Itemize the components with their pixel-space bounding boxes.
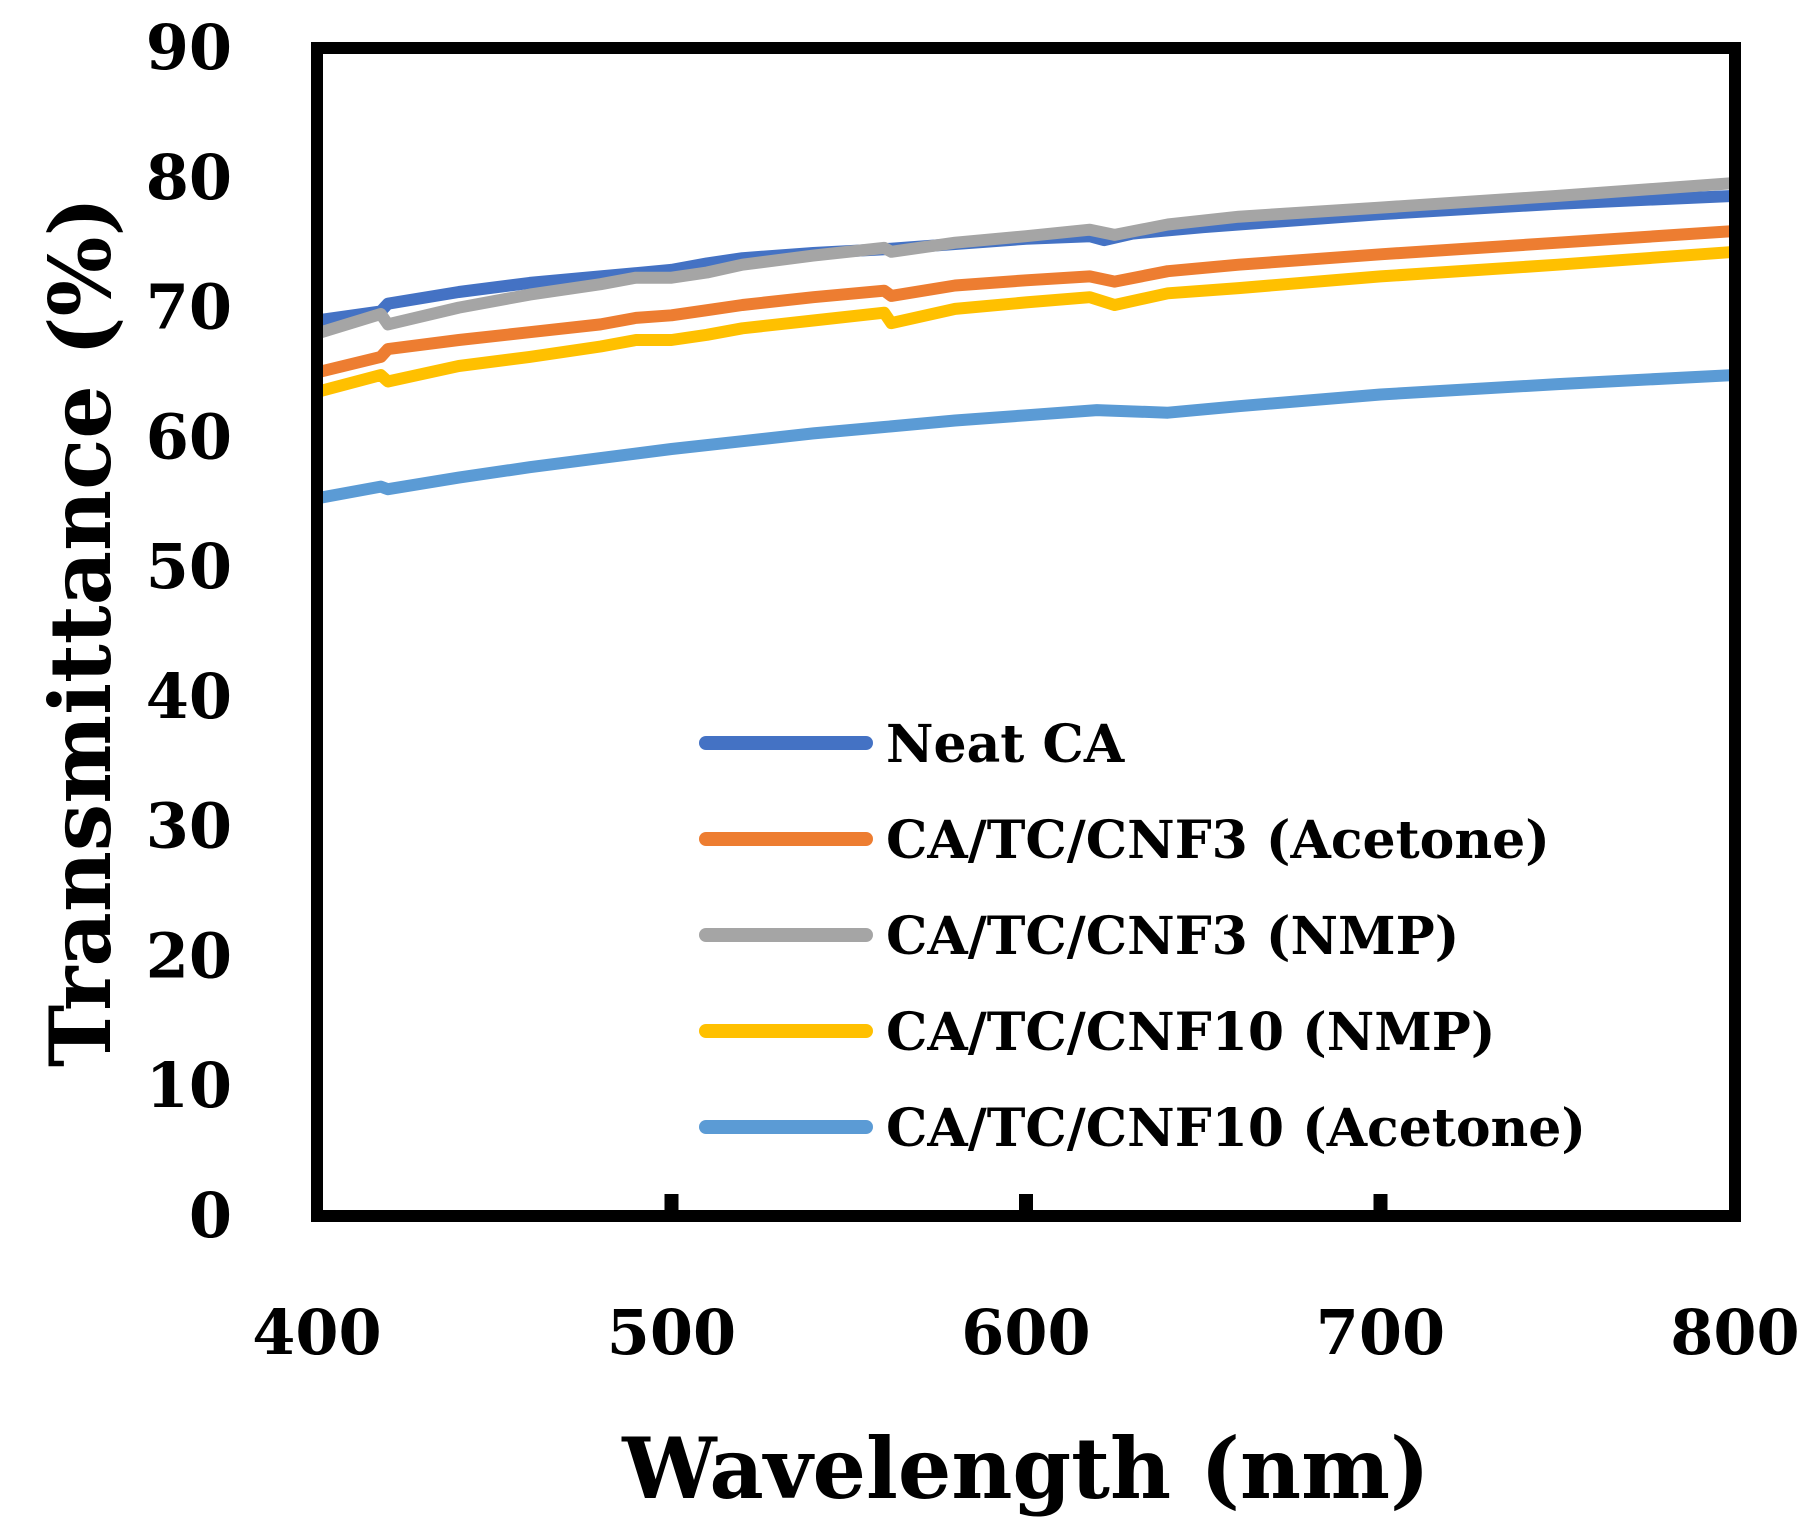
legend-label-2: CA/TC/CNF3 (Acetone) [886,810,1550,871]
legend: Neat CA CA/TC/CNF3 (Acetone) CA/TC/CNF3 (N… [699,714,1586,1159]
series-line-5 [311,369,1741,505]
x-tick-labels: 400 500 600 700 800 [252,1296,1799,1369]
legend-label-1: Neat CA [886,714,1125,775]
series-line-4 [311,245,1741,398]
y-tick-label-70: 70 [146,271,232,344]
y-tick-label-80: 80 [146,141,232,214]
legend-label-5: CA/TC/CNF10 (Acetone) [886,1098,1586,1159]
y-tick-label-60: 60 [146,400,232,473]
y-axis-title: Transmittance (%) [31,197,130,1067]
y-tick-labels: 0 10 20 30 40 50 60 70 80 90 [146,11,232,1252]
series-line-2 [311,225,1741,379]
x-tick-label-700: 700 [1316,1296,1445,1369]
legend-label-3: CA/TC/CNF3 (NMP) [886,906,1459,967]
legend-label-4: CA/TC/CNF10 (NMP) [886,1002,1496,1063]
x-tick-label-400: 400 [252,1296,381,1369]
y-tick-label-90: 90 [146,11,232,84]
series-line-3 [311,177,1741,340]
x-tick-label-600: 600 [961,1296,1090,1369]
x-axis-title: Wavelength (nm) [621,1419,1429,1518]
y-tick-label-0: 0 [189,1179,232,1252]
x-tick-label-800: 800 [1670,1296,1799,1369]
x-tick-marks [664,1194,1388,1216]
x-tick-label-500: 500 [607,1296,736,1369]
y-tick-label-40: 40 [146,660,232,733]
y-tick-label-10: 10 [146,1049,232,1122]
series-layer [311,177,1741,505]
y-tick-label-20: 20 [146,919,232,992]
y-tick-label-30: 30 [146,790,232,863]
y-tick-label-50: 50 [146,530,232,603]
